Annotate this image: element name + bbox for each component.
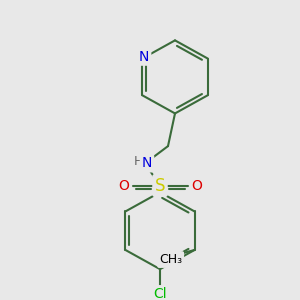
- Text: Cl: Cl: [153, 287, 167, 300]
- Text: N: N: [139, 50, 149, 64]
- Text: CH₃: CH₃: [159, 253, 182, 266]
- Text: S: S: [155, 176, 165, 194]
- Text: O: O: [118, 178, 129, 193]
- Text: O: O: [192, 178, 203, 193]
- Text: H: H: [133, 155, 143, 168]
- Text: N: N: [142, 156, 152, 170]
